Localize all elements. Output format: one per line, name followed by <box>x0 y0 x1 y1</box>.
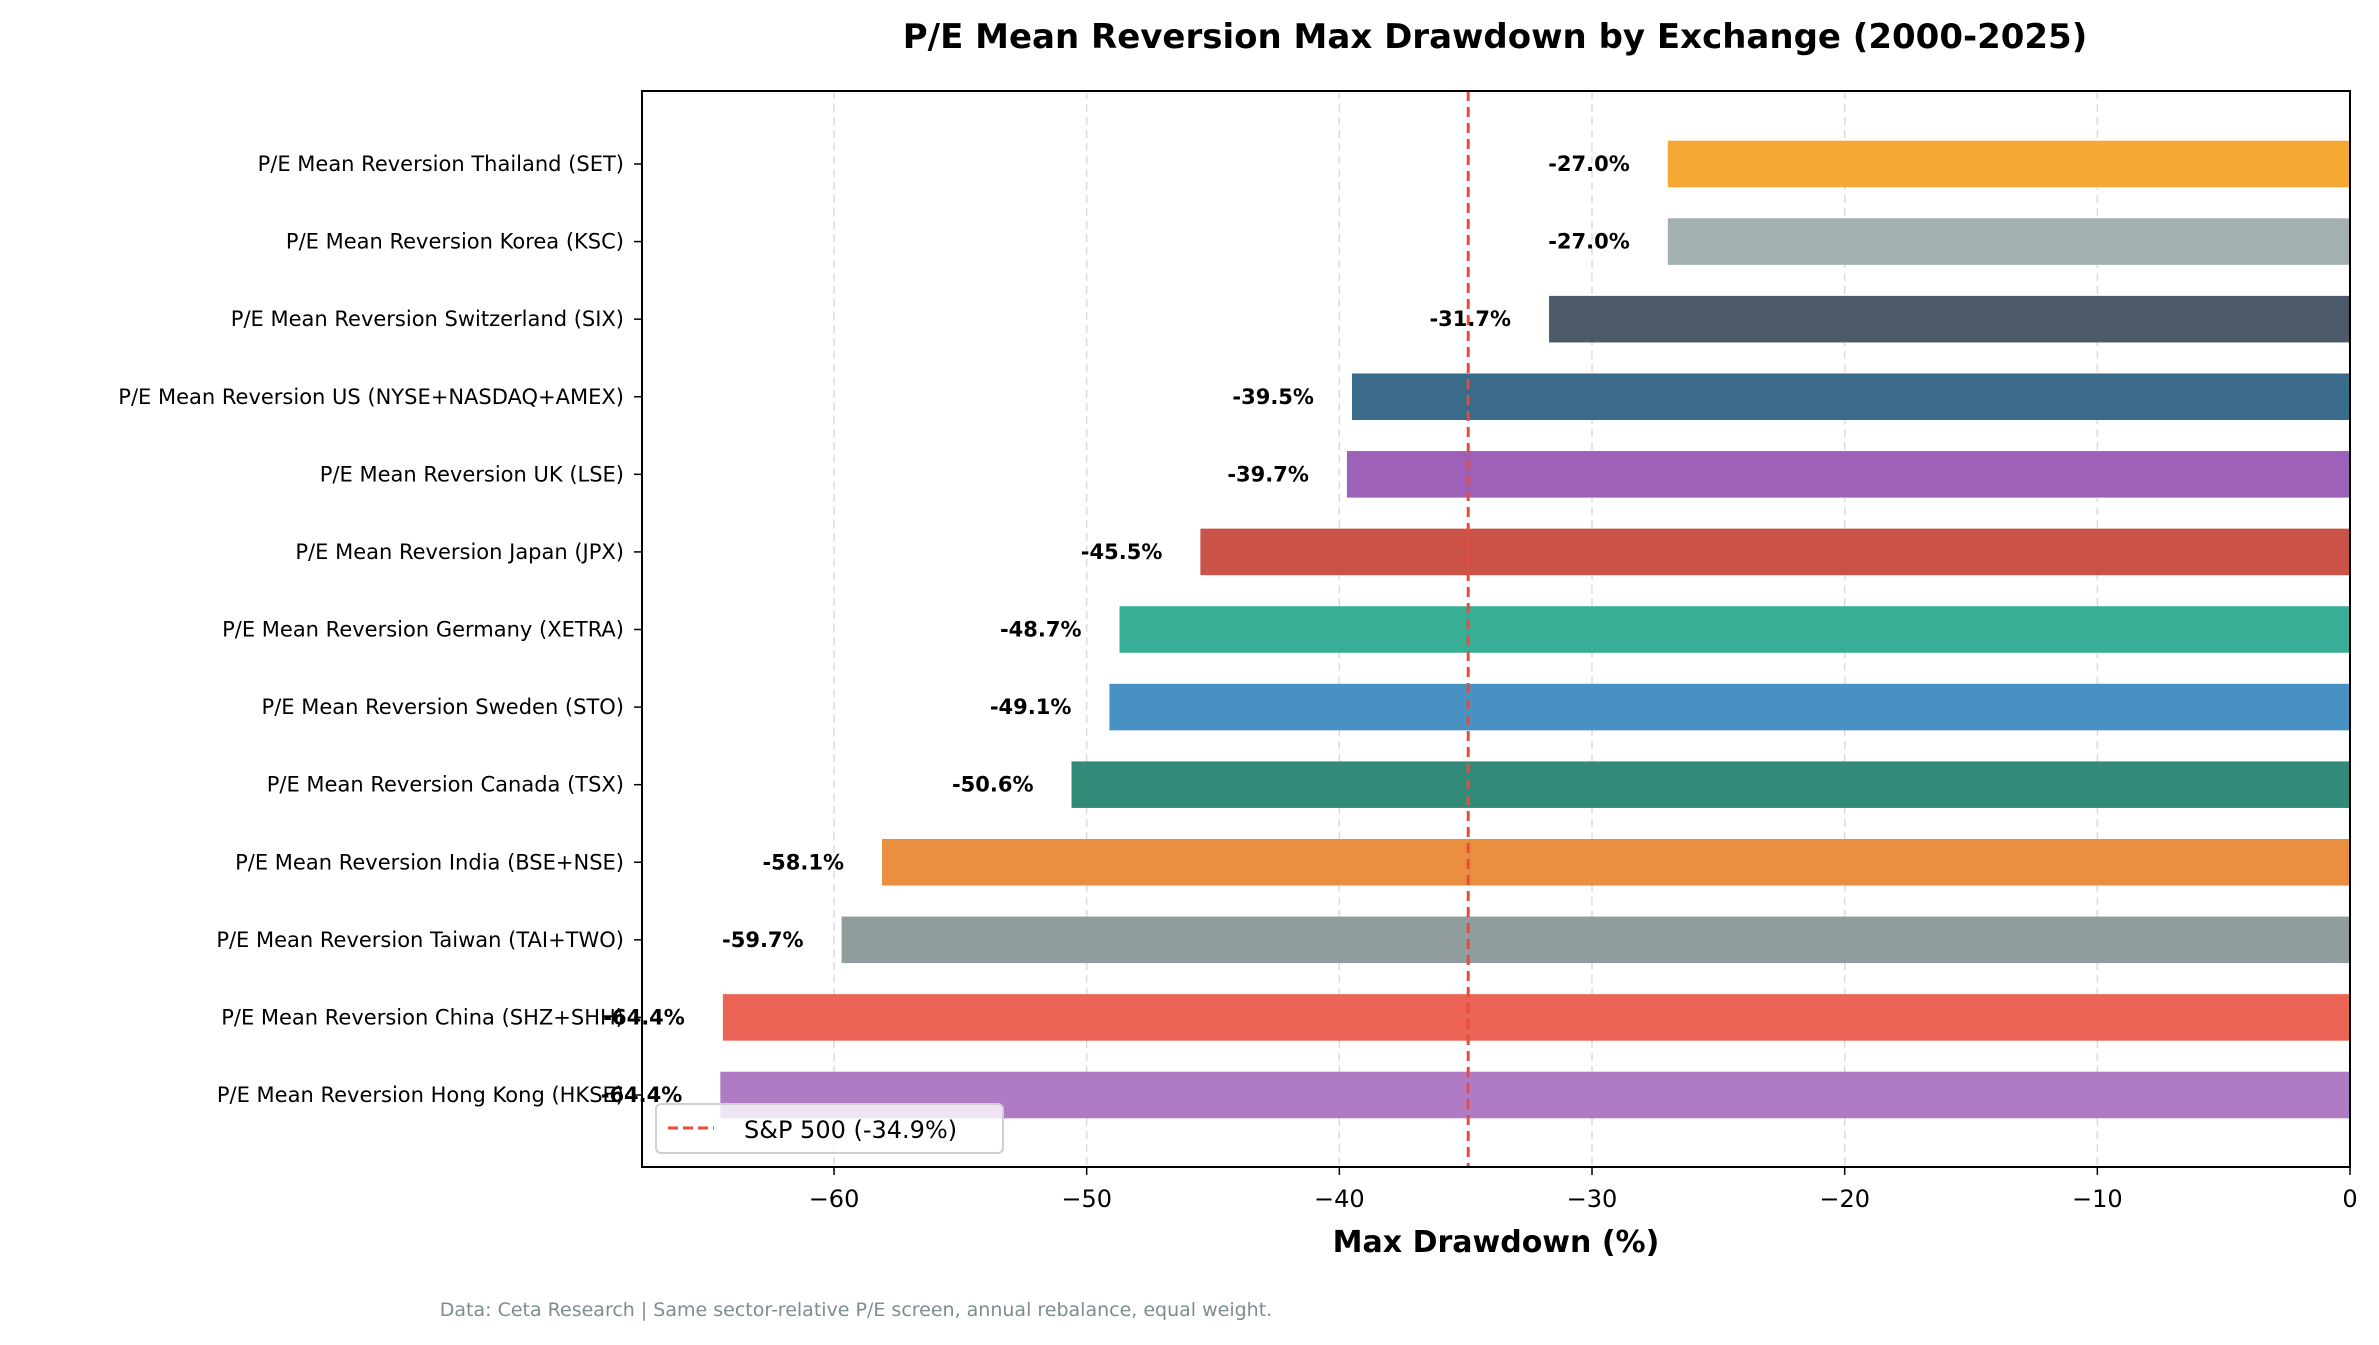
bar <box>1109 683 2350 731</box>
bar <box>722 994 2350 1041</box>
data-label: -58.1% <box>762 850 844 874</box>
bars <box>720 140 2351 1119</box>
x-ticks: −60 −50 −40 −30 −20 −10 0 <box>809 1167 2358 1213</box>
bar <box>1346 451 2350 498</box>
legend: S&P 500 (-34.9%) <box>655 1103 1004 1154</box>
chart-title: P/E Mean Reversion Max Drawdown by Excha… <box>903 17 2088 57</box>
x-tick-label: −30 <box>1567 1185 1618 1213</box>
y-tick-label: P/E Mean Reversion China (SHZ+SHH) <box>221 1005 624 1029</box>
y-tick-label: P/E Mean Reversion Germany (XETRA) <box>222 618 624 642</box>
bar <box>1549 295 2350 343</box>
y-tick-label: P/E Mean Reversion UK (LSE) <box>320 462 624 486</box>
bar <box>1071 761 2350 808</box>
data-label: -39.7% <box>1227 462 1309 486</box>
y-tick-label: P/E Mean Reversion Taiwan (TAI+TWO) <box>216 928 624 952</box>
data-label: -59.7% <box>722 928 804 952</box>
y-tick-label: P/E Mean Reversion Sweden (STO) <box>262 695 624 719</box>
x-axis-label: Max Drawdown (%) <box>1333 1225 1660 1260</box>
data-label: -64.4% <box>603 1005 685 1029</box>
x-tick-label: −10 <box>2072 1185 2123 1213</box>
data-label: -39.5% <box>1232 385 1314 409</box>
y-tick-label: P/E Mean Reversion Thailand (SET) <box>258 152 624 176</box>
footnote: Data: Ceta Research | Same sector-relati… <box>440 1299 1272 1321</box>
x-tick-label: −60 <box>809 1185 860 1213</box>
bar <box>841 916 2351 964</box>
data-label: -49.1% <box>990 695 1072 719</box>
y-tick-labels: P/E Mean Reversion Thailand (SET) P/E Mea… <box>118 152 642 1107</box>
data-label: -45.5% <box>1081 540 1163 564</box>
data-labels: -27.0% -27.0% -31.7% -39.5% -39.7% -45.5% -48.… <box>601 152 1630 1107</box>
x-tick-label: −40 <box>1314 1185 1365 1213</box>
data-label: -50.6% <box>952 773 1034 797</box>
bar <box>882 838 2351 886</box>
bar <box>1200 528 2350 576</box>
x-tick-label: 0 <box>2342 1185 2357 1213</box>
y-tick-label: P/E Mean Reversion Hong Kong (HKSE) <box>217 1083 624 1107</box>
data-label: -27.0% <box>1548 152 1630 176</box>
legend-box <box>655 1103 1004 1154</box>
plot-frame <box>641 90 2351 1168</box>
data-label: -27.0% <box>1548 230 1630 254</box>
y-tick-label: P/E Mean Reversion Korea (KSC) <box>286 230 624 254</box>
x-tick-label: −50 <box>1061 1185 1112 1213</box>
legend-label: S&P 500 (-34.9%) <box>744 1116 957 1144</box>
bar <box>1119 606 2350 653</box>
y-tick-label: P/E Mean Reversion Switzerland (SIX) <box>231 307 624 331</box>
data-label: -48.7% <box>1000 618 1082 642</box>
y-tick-label: P/E Mean Reversion Japan (JPX) <box>295 540 624 564</box>
x-tick-label: −20 <box>1819 1185 1870 1213</box>
y-tick-label: P/E Mean Reversion Canada (TSX) <box>267 773 624 797</box>
bar <box>1667 140 2350 188</box>
y-tick-label: P/E Mean Reversion India (BSE+NSE) <box>235 850 624 874</box>
bar <box>1667 218 2350 265</box>
y-tick-label: P/E Mean Reversion US (NYSE+NASDAQ+AMEX) <box>118 385 624 409</box>
bar <box>1351 373 2350 421</box>
data-label: -31.7% <box>1429 307 1511 331</box>
